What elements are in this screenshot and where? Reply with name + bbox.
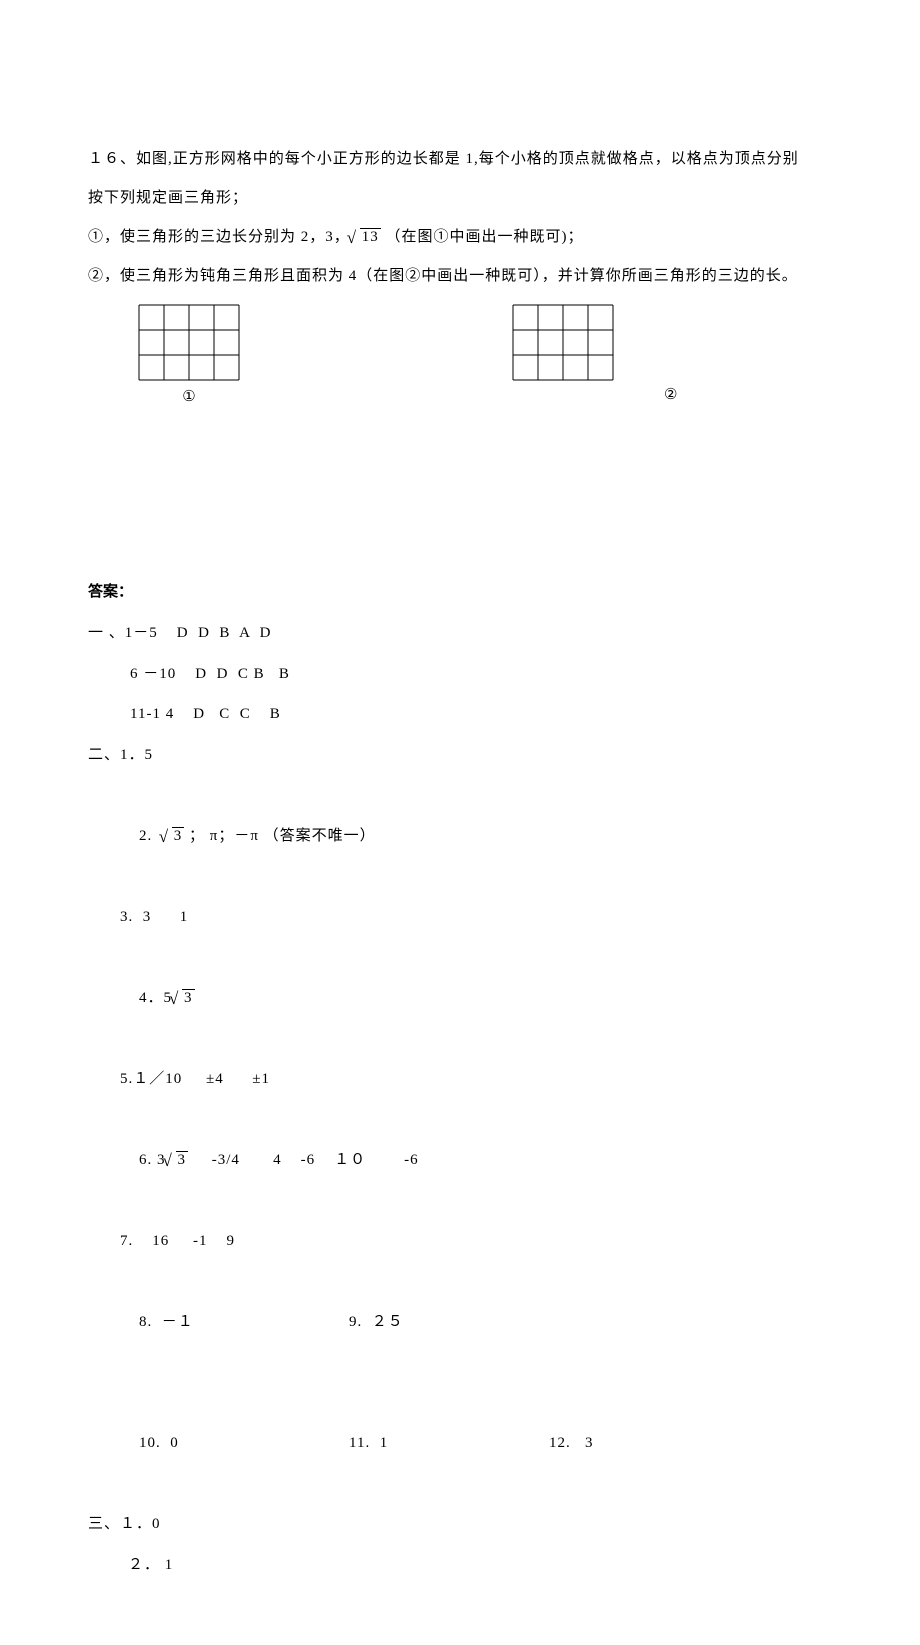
- ans-sec3-l2: ２． 1: [88, 1545, 832, 1586]
- ans-sec2-l1: 二、1．5: [88, 735, 832, 776]
- ans-sec3-l1: 三、１．0: [88, 1504, 832, 1545]
- answers-heading: 答案：: [88, 580, 832, 601]
- grid-svg-2: [512, 304, 614, 381]
- question-number: １６: [88, 151, 120, 167]
- sqrt-3-a: 3: [162, 816, 185, 857]
- ans-sec1-l3: 11-1 4 D C C B: [88, 694, 832, 735]
- question-part1: ①，使三角形的三边长分别为 2，3，13 （在图①中画出一种既可)；: [88, 218, 832, 257]
- ans-sec1-l1: 一 、1－5 D D B A D: [88, 613, 832, 654]
- sqrt-3-c: 3: [166, 1140, 189, 1181]
- question-part2: ②，使三角形为钝角三角形且面积为 4（在图②中画出一种既可），并计算你所画三角形…: [88, 257, 832, 296]
- grid-label-2: ②: [664, 385, 832, 404]
- ans-sec2-l7: 7. 16 -1 9: [88, 1221, 832, 1262]
- sqrt-13: 13: [350, 218, 381, 257]
- question-block: １６、如图,正方形网格中的每个小正方形的边长都是 1,每个小格的顶点就做格点，以…: [88, 140, 832, 179]
- ans-sec2-l2: 2. 3 ； π；－π （答案不唯一）: [88, 775, 832, 897]
- part1-post: （在图①中画出一种既可)；: [381, 229, 584, 245]
- ans-sec2-l9: 10. 011. 112. 3: [88, 1383, 832, 1505]
- grid-figure-2: [512, 304, 614, 406]
- grid-svg-1: [138, 304, 240, 381]
- ans-sec2-l4: 4．53: [88, 937, 832, 1059]
- part1-pre: ①，使三角形的三边长分别为 2，3，: [88, 229, 350, 245]
- question-intro-line2: 按下列规定画三角形；: [88, 179, 832, 218]
- grid-figure-1: ①: [138, 304, 240, 406]
- answers-section: 答案： 一 、1－5 D D B A D 6 －10 D D C B B 11-…: [88, 580, 832, 1585]
- ans-sec2-l3: 3. 3 1: [88, 897, 832, 938]
- ans-sec1-l2: 6 －10 D D C B B: [88, 654, 832, 695]
- grid-label-1: ①: [182, 387, 195, 406]
- sqrt-3-b: 3: [172, 978, 195, 1019]
- ans-sec2-l6: 6. 33 -3/4 4 -6 １０ -6: [88, 1099, 832, 1221]
- ans-sec2-l8: 8. －１9. ２５: [88, 1261, 832, 1383]
- ans-sec2-l5: 5.１／10 ±4 ±1: [88, 1059, 832, 1100]
- question-intro-line1: 、如图,正方形网格中的每个小正方形的边长都是 1,每个小格的顶点就做格点，以格点…: [120, 151, 799, 167]
